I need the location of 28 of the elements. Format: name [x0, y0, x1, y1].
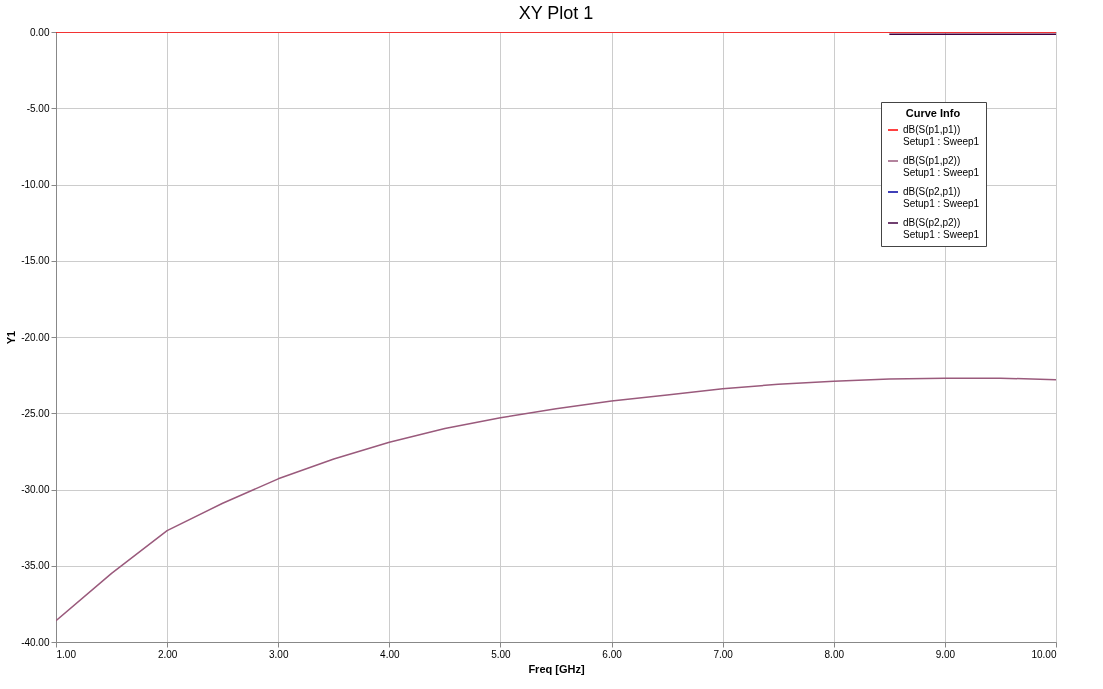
- x-tick-label: 2.00: [157, 648, 178, 660]
- y-tick-label: -25.00: [21, 407, 50, 419]
- x-tick-label: 3.00: [268, 648, 289, 660]
- y-tick-label: -20.00: [21, 331, 50, 343]
- y-tick-label: -35.00: [21, 560, 50, 572]
- line-series: [56, 377, 1056, 622]
- legend-label: dB(S(p2,p1)) Setup1 : Sweep1: [903, 186, 980, 209]
- legend-label: dB(S(p2,p2)) Setup1 : Sweep1: [903, 217, 980, 240]
- y-tick-label: -10.00: [21, 179, 50, 190]
- legend-label: dB(S(p1,p2)) Setup1 : Sweep1: [903, 155, 980, 178]
- y-axis-title: Y1: [5, 330, 18, 345]
- x-tick-label: 10.00: [1031, 648, 1057, 660]
- x-tick-label: 6.00: [602, 648, 623, 660]
- chart-title: XY Plot 1: [518, 3, 594, 23]
- y-tick-label: -30.00: [21, 484, 50, 495]
- x-axis-title: Freq [GHz]: [528, 662, 585, 675]
- x-tick-label: 8.00: [824, 648, 845, 660]
- x-tick-label: 1.00: [56, 648, 77, 660]
- legend-title: Curve Info: [905, 107, 961, 119]
- x-tick-label: 5.00: [491, 648, 512, 660]
- y-tick-label: -15.00: [21, 255, 50, 267]
- y-tick-label: 0.00: [30, 26, 50, 38]
- legend-label: dB(S(p1,p1)) Setup1 : Sweep1: [903, 124, 980, 147]
- x-tick-label: 4.00: [380, 648, 400, 660]
- x-tick-label: 9.00: [935, 648, 956, 660]
- y-tick-label: -5.00: [26, 102, 50, 114]
- x-tick-label: 7.00: [713, 648, 734, 660]
- y-tick-label: -40.00: [21, 636, 50, 648]
